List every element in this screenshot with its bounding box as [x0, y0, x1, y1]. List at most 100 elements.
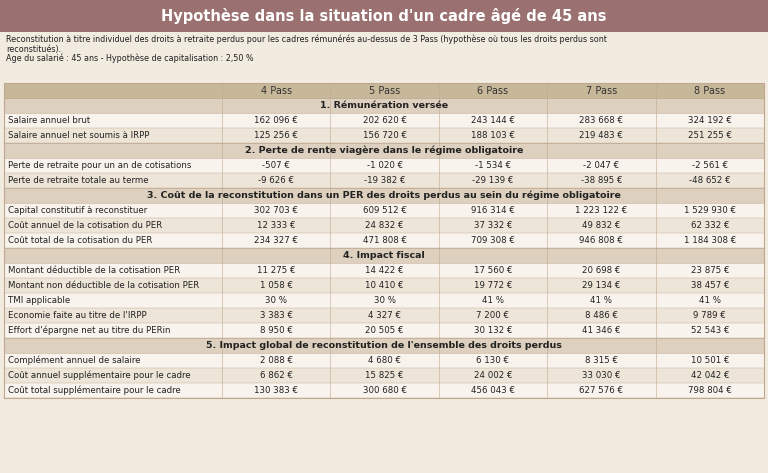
Text: -1 020 €: -1 020 € [366, 161, 402, 170]
Text: -1 534 €: -1 534 € [475, 161, 511, 170]
Text: 916 314 €: 916 314 € [471, 206, 515, 215]
Text: 24 002 €: 24 002 € [474, 371, 512, 380]
Text: 37 332 €: 37 332 € [474, 221, 512, 230]
Bar [4, 383, 764, 398]
Text: 20 698 €: 20 698 € [582, 266, 621, 275]
Text: 6 130 €: 6 130 € [476, 356, 509, 365]
Text: reconstitués).: reconstitués). [6, 45, 61, 54]
Text: Perte de retraite pour un an de cotisations: Perte de retraite pour un an de cotisati… [8, 161, 191, 170]
Text: TMI applicable: TMI applicable [8, 296, 70, 305]
Text: 23 875 €: 23 875 € [690, 266, 729, 275]
Text: 49 832 €: 49 832 € [582, 221, 621, 230]
Bar [4, 233, 764, 248]
Bar [4, 158, 764, 173]
Text: 30 %: 30 % [373, 296, 396, 305]
Text: 52 543 €: 52 543 € [690, 326, 729, 335]
Text: 2. Perte de rente viagère dans le régime obligatoire: 2. Perte de rente viagère dans le régime… [245, 146, 523, 155]
Bar [4, 128, 764, 143]
Bar [4, 263, 764, 278]
Text: 41 %: 41 % [699, 296, 721, 305]
Text: 7 Pass: 7 Pass [586, 86, 617, 96]
Text: Coût total de la cotisation du PER: Coût total de la cotisation du PER [8, 236, 152, 245]
Text: Effort d'épargne net au titre du PERin: Effort d'épargne net au titre du PERin [8, 326, 170, 335]
Text: 8 315 €: 8 315 € [585, 356, 618, 365]
Text: 15 825 €: 15 825 € [366, 371, 404, 380]
Text: 324 192 €: 324 192 € [688, 116, 732, 125]
Text: -19 382 €: -19 382 € [364, 176, 406, 185]
Bar [0, 0, 768, 32]
Text: Economie faite au titre de l'IRPP: Economie faite au titre de l'IRPP [8, 311, 147, 320]
Text: 41 %: 41 % [482, 296, 504, 305]
Text: Perte de retraite totale au terme: Perte de retraite totale au terme [8, 176, 149, 185]
Bar [4, 203, 764, 218]
Text: 17 560 €: 17 560 € [474, 266, 512, 275]
Text: 41 %: 41 % [591, 296, 612, 305]
Bar [4, 173, 764, 188]
Bar [4, 278, 764, 293]
Text: 62 332 €: 62 332 € [690, 221, 729, 230]
Text: 11 275 €: 11 275 € [257, 266, 296, 275]
Text: -29 139 €: -29 139 € [472, 176, 514, 185]
Bar [4, 98, 764, 113]
Text: 19 772 €: 19 772 € [474, 281, 512, 290]
Text: -2 047 €: -2 047 € [584, 161, 620, 170]
Text: 10 501 €: 10 501 € [690, 356, 729, 365]
Text: Hypothèse dans la situation d'un cadre âgé de 45 ans: Hypothèse dans la situation d'un cadre â… [161, 8, 607, 24]
Text: 798 804 €: 798 804 € [688, 386, 732, 395]
Bar [4, 248, 764, 263]
Text: 7 200 €: 7 200 € [476, 311, 509, 320]
Bar [4, 188, 764, 203]
Text: 2 088 €: 2 088 € [260, 356, 293, 365]
Text: 30 132 €: 30 132 € [474, 326, 512, 335]
Text: Coût annuel de la cotisation du PER: Coût annuel de la cotisation du PER [8, 221, 162, 230]
Text: 234 327 €: 234 327 € [254, 236, 298, 245]
Bar [4, 338, 764, 353]
Text: 4. Impact fiscal: 4. Impact fiscal [343, 251, 425, 260]
Text: Capital constitutif à reconstituer: Capital constitutif à reconstituer [8, 206, 147, 215]
Text: 456 043 €: 456 043 € [471, 386, 515, 395]
Text: 202 620 €: 202 620 € [362, 116, 406, 125]
Bar [4, 83, 764, 398]
Text: 8 486 €: 8 486 € [585, 311, 618, 320]
Text: 4 327 €: 4 327 € [368, 311, 401, 320]
Text: 14 422 €: 14 422 € [366, 266, 404, 275]
Text: 1 058 €: 1 058 € [260, 281, 293, 290]
Text: 130 383 €: 130 383 € [254, 386, 298, 395]
Text: 188 103 €: 188 103 € [471, 131, 515, 140]
Text: 4 680 €: 4 680 € [368, 356, 401, 365]
Text: 4 Pass: 4 Pass [260, 86, 292, 96]
Text: 219 483 €: 219 483 € [580, 131, 624, 140]
Text: 283 668 €: 283 668 € [579, 116, 624, 125]
Text: Reconstitution à titre individuel des droits à retraite perdus pour les cadres r: Reconstitution à titre individuel des dr… [6, 35, 607, 44]
Text: -9 626 €: -9 626 € [258, 176, 294, 185]
Text: 946 808 €: 946 808 € [580, 236, 624, 245]
Text: 38 457 €: 38 457 € [690, 281, 729, 290]
Text: Complément annuel de salaire: Complément annuel de salaire [8, 356, 141, 365]
Text: 1 184 308 €: 1 184 308 € [684, 236, 736, 245]
Text: 8 Pass: 8 Pass [694, 86, 725, 96]
Bar [4, 218, 764, 233]
Text: 5 Pass: 5 Pass [369, 86, 400, 96]
Text: 6 Pass: 6 Pass [478, 86, 508, 96]
Text: 41 346 €: 41 346 € [582, 326, 621, 335]
Bar [4, 113, 764, 128]
Bar [4, 143, 764, 158]
Text: 162 096 €: 162 096 € [254, 116, 298, 125]
Text: 609 512 €: 609 512 € [362, 206, 406, 215]
Text: -38 895 €: -38 895 € [581, 176, 622, 185]
Text: -48 652 €: -48 652 € [689, 176, 730, 185]
Text: 30 %: 30 % [265, 296, 287, 305]
Text: Montant non déductible de la cotisation PER: Montant non déductible de la cotisation … [8, 281, 199, 290]
Text: 1 223 122 €: 1 223 122 € [575, 206, 627, 215]
Text: 125 256 €: 125 256 € [254, 131, 298, 140]
Text: 243 144 €: 243 144 € [471, 116, 515, 125]
Text: 709 308 €: 709 308 € [471, 236, 515, 245]
Text: Age du salarié : 45 ans - Hypothèse de capitalisation : 2,50 %: Age du salarié : 45 ans - Hypothèse de c… [6, 54, 253, 63]
Text: -507 €: -507 € [262, 161, 290, 170]
Text: Salaire annuel brut: Salaire annuel brut [8, 116, 91, 125]
Text: 1 529 930 €: 1 529 930 € [684, 206, 736, 215]
Text: 6 862 €: 6 862 € [260, 371, 293, 380]
Bar [4, 323, 764, 338]
Text: Montant déductible de la cotisation PER: Montant déductible de la cotisation PER [8, 266, 180, 275]
Text: 33 030 €: 33 030 € [582, 371, 621, 380]
